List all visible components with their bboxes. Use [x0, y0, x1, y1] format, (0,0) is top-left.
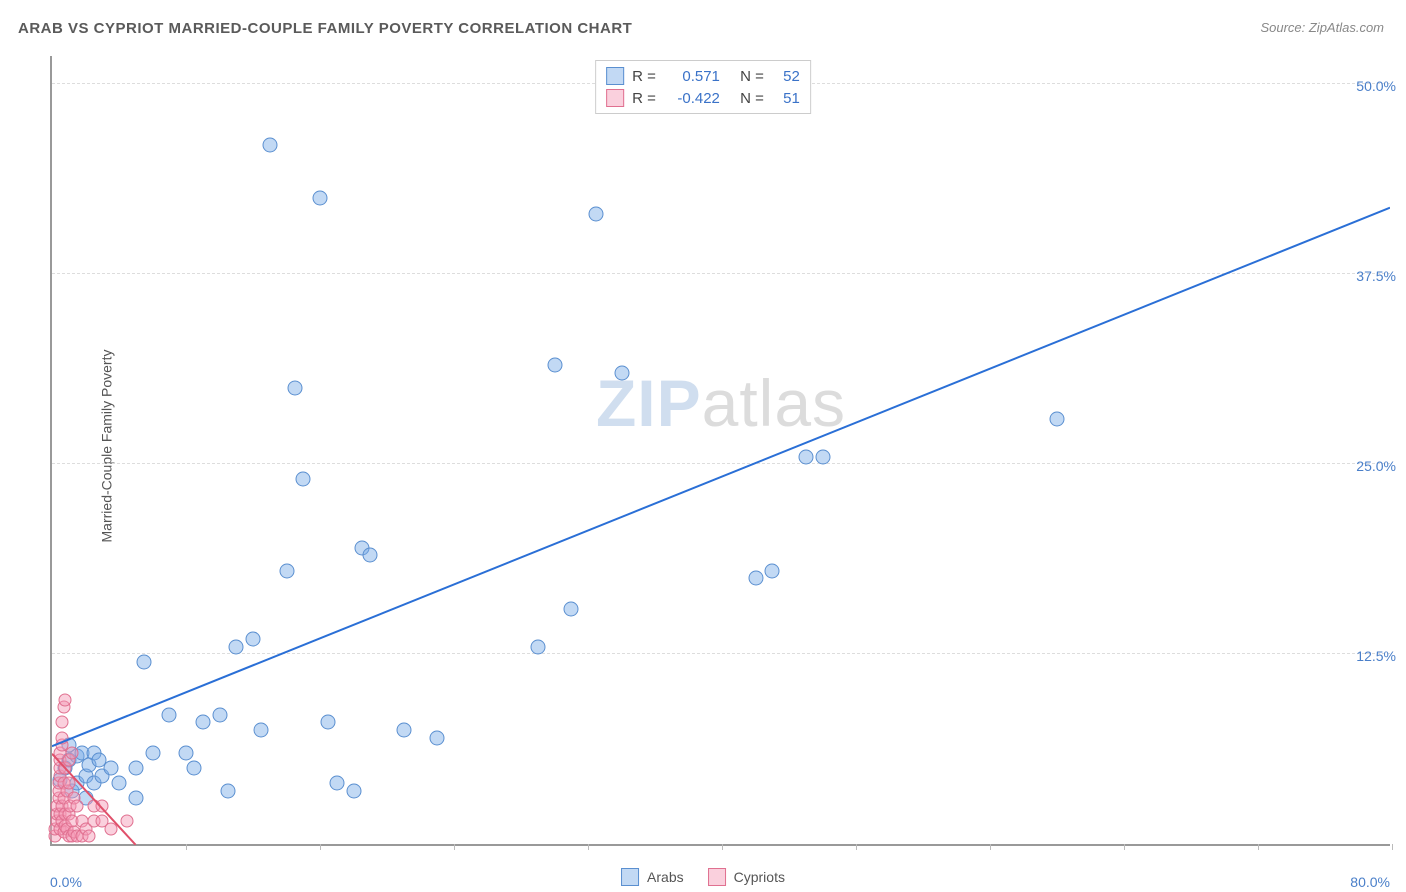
point-arabs [313, 191, 328, 206]
r-label: R = [632, 68, 656, 85]
point-arabs [564, 601, 579, 616]
chart-title: ARAB VS CYPRIOT MARRIED-COUPLE FAMILY PO… [18, 20, 632, 37]
point-cypriots [59, 693, 72, 706]
y-tick-label: 12.5% [1356, 648, 1396, 664]
point-arabs [254, 723, 269, 738]
point-cypriots [121, 815, 134, 828]
stats-row-a: R = 0.571 N = 52 [606, 65, 800, 87]
point-arabs [246, 631, 261, 646]
r-value-a: 0.571 [664, 68, 720, 85]
legend-label-a: Arabs [647, 869, 684, 885]
point-arabs [162, 707, 177, 722]
tick-v [990, 844, 991, 850]
point-arabs [430, 730, 445, 745]
r-label: R = [632, 90, 656, 107]
point-cypriots [82, 830, 95, 843]
n-label: N = [740, 90, 764, 107]
point-arabs [363, 548, 378, 563]
point-arabs [748, 571, 763, 586]
tick-v [1258, 844, 1259, 850]
swatch-arabs-icon [621, 868, 639, 886]
point-arabs [112, 776, 127, 791]
legend-label-b: Cypriots [734, 869, 785, 885]
tick-v [320, 844, 321, 850]
point-cypriots [104, 822, 117, 835]
point-arabs [765, 563, 780, 578]
swatch-cypriots-icon [606, 89, 624, 107]
tick-v [856, 844, 857, 850]
point-cypriots [56, 731, 69, 744]
points-layer [52, 56, 1390, 844]
point-arabs [195, 715, 210, 730]
point-arabs [279, 563, 294, 578]
point-arabs [530, 639, 545, 654]
stats-box: R = 0.571 N = 52 R = -0.422 N = 51 [595, 60, 811, 114]
stats-row-b: R = -0.422 N = 51 [606, 87, 800, 109]
point-cypriots [71, 800, 84, 813]
point-cypriots [66, 746, 79, 759]
n-value-a: 52 [772, 68, 800, 85]
point-arabs [179, 745, 194, 760]
point-arabs [321, 715, 336, 730]
point-arabs [346, 783, 361, 798]
point-arabs [137, 654, 152, 669]
legend-item-cypriots: Cypriots [708, 868, 785, 886]
point-arabs [187, 761, 202, 776]
r-value-b: -0.422 [664, 90, 720, 107]
point-arabs [798, 449, 813, 464]
point-cypriots [96, 800, 109, 813]
point-arabs [262, 138, 277, 153]
source-label: Source: ZipAtlas.com [1260, 20, 1384, 35]
legend-item-arabs: Arabs [621, 868, 684, 886]
y-tick-label: 25.0% [1356, 458, 1396, 474]
tick-v [588, 844, 589, 850]
point-arabs [614, 366, 629, 381]
point-arabs [296, 472, 311, 487]
point-arabs [128, 761, 143, 776]
point-arabs [128, 791, 143, 806]
legend: Arabs Cypriots [621, 868, 785, 886]
tick-v [186, 844, 187, 850]
point-arabs [329, 776, 344, 791]
tick-v [1392, 844, 1393, 850]
point-arabs [815, 449, 830, 464]
tick-v [722, 844, 723, 850]
point-arabs [589, 206, 604, 221]
y-tick-label: 37.5% [1356, 268, 1396, 284]
swatch-arabs-icon [606, 67, 624, 85]
point-arabs [287, 381, 302, 396]
x-min-label: 0.0% [50, 874, 82, 890]
point-arabs [220, 783, 235, 798]
tick-v [454, 844, 455, 850]
n-value-b: 51 [772, 90, 800, 107]
point-arabs [1050, 411, 1065, 426]
point-arabs [547, 358, 562, 373]
point-cypriots [62, 777, 75, 790]
tick-v [1124, 844, 1125, 850]
x-max-label: 80.0% [1350, 874, 1390, 890]
plot-area: ZIPatlas [50, 56, 1390, 846]
point-cypriots [56, 716, 69, 729]
point-arabs [145, 745, 160, 760]
point-arabs [229, 639, 244, 654]
point-arabs [396, 723, 411, 738]
point-arabs [212, 707, 227, 722]
point-arabs [103, 761, 118, 776]
n-label: N = [740, 68, 764, 85]
swatch-cypriots-icon [708, 868, 726, 886]
y-tick-label: 50.0% [1356, 78, 1396, 94]
